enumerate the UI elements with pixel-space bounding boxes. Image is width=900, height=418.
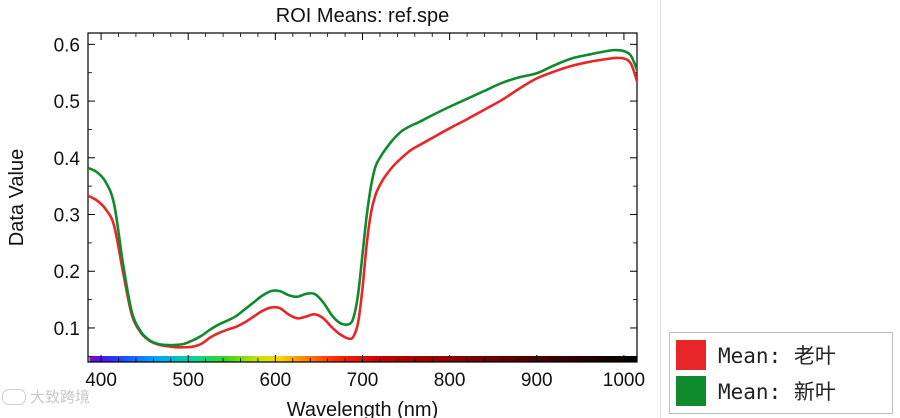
y-tick-label: 0.6: [54, 35, 80, 56]
y-tick-label: 0.4: [54, 149, 81, 170]
legend-box: Mean: 老叶 Mean: 新叶: [669, 332, 893, 414]
x-tick-label: 1000: [603, 370, 645, 391]
watermark: 大致跨境: [2, 386, 90, 407]
y-tick-label: 0.1: [54, 319, 80, 340]
x-tick-label: 500: [172, 370, 204, 391]
watermark-logo-icon: [2, 388, 26, 405]
legend-swatch-old-leaf: [676, 340, 706, 370]
watermark-text: 大致跨境: [30, 389, 91, 406]
chart-title: ROI Means: ref.spe: [276, 5, 449, 27]
spectral-chart: 400 500 600 700 800 900 1000 0.1 0.2 0.3 0.4 0.5 0.6…: [6, 5, 645, 418]
plot-window: 400 500 600 700 800 900 1000 0.1 0.2 0.3 0.4 0.5 0.6…: [6, 5, 646, 418]
series-line-old-leaf: [88, 56, 637, 349]
x-tick-label: 700: [347, 370, 379, 391]
y-axis-label: Data Value: [6, 149, 28, 246]
series-line-new-leaf: [88, 48, 637, 347]
legend-item-new-leaf[interactable]: Mean: 新叶: [676, 375, 836, 407]
legend-label-old-leaf: Mean: 老叶: [718, 344, 836, 368]
x-tick-label: 600: [260, 370, 292, 391]
legend-item-old-leaf[interactable]: Mean: 老叶: [676, 339, 836, 371]
x-tick-label: 900: [521, 370, 553, 391]
legend-label-new-leaf: Mean: 新叶: [718, 380, 836, 404]
legend-panel: Mean: 老叶 Mean: 新叶: [660, 0, 900, 418]
legend-swatch-new-leaf: [676, 376, 706, 406]
x-axis-label: Wavelength (nm): [287, 399, 439, 418]
y-tick-label: 0.3: [54, 206, 80, 227]
y-tick-label: 0.2: [54, 262, 80, 283]
x-tick-label: 800: [434, 370, 466, 391]
x-tick-label: 400: [85, 370, 117, 391]
y-tick-label: 0.5: [54, 92, 80, 113]
plot-area: [88, 33, 637, 362]
